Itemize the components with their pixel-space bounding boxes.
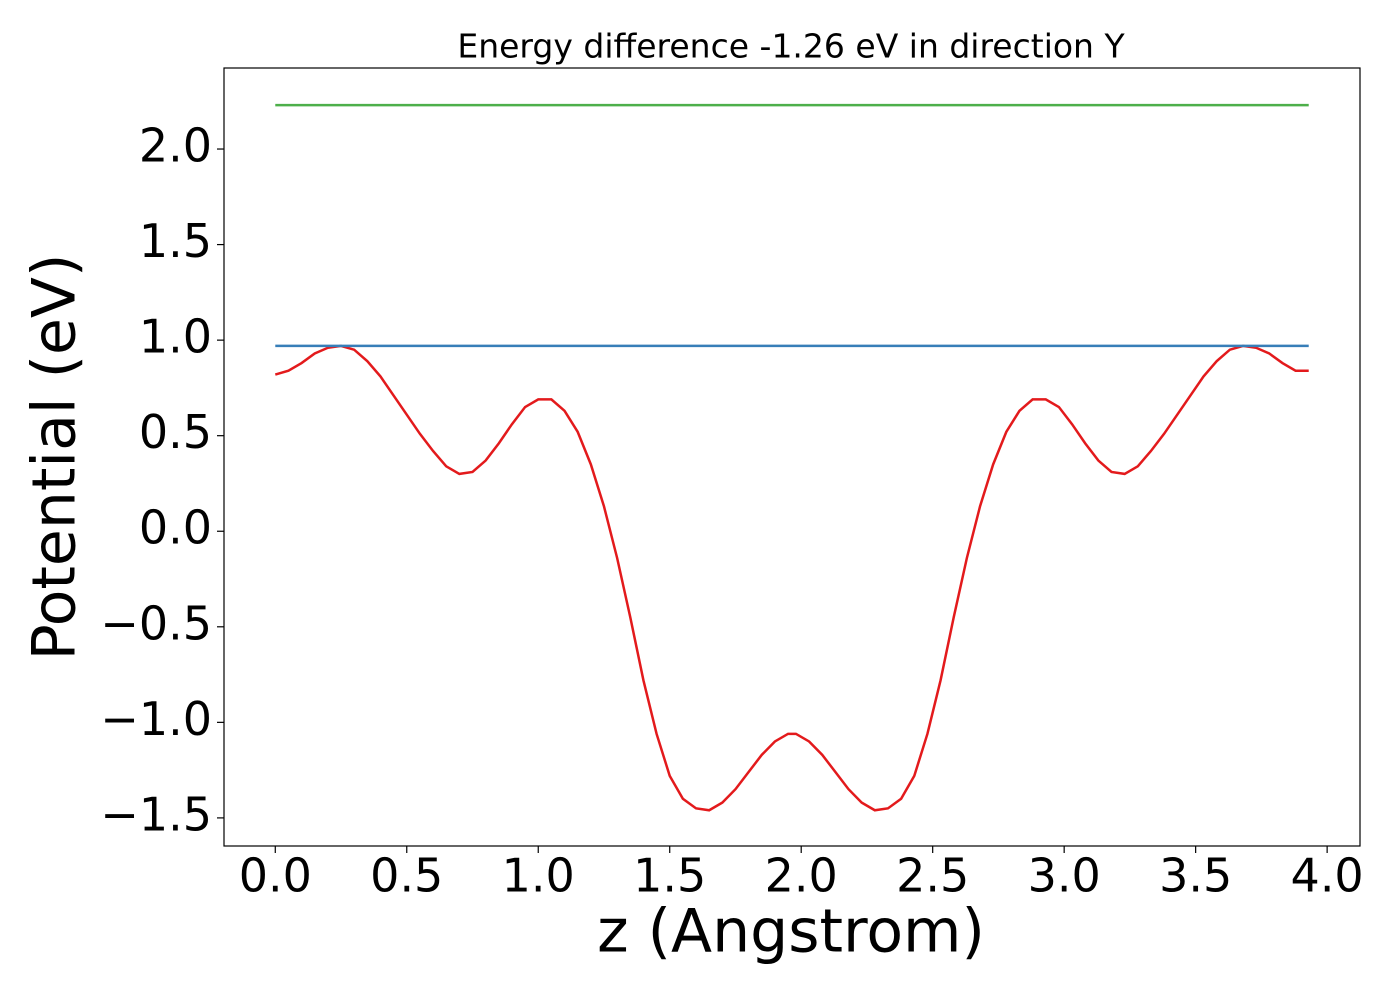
x-tick-label: 0.0 — [239, 849, 312, 903]
x-tick-label: 3.5 — [1159, 849, 1232, 903]
x-tick-label: 3.0 — [1028, 849, 1101, 903]
y-tick-label: 1.0 — [139, 310, 212, 364]
y-tick-label: −0.5 — [100, 596, 212, 650]
plot-frame — [223, 67, 1361, 847]
y-axis-label: Potential (eV) — [20, 254, 90, 661]
y-tick-label: 0.0 — [139, 501, 212, 555]
x-tick-label: 0.5 — [370, 849, 443, 903]
y-tick-label: −1.0 — [100, 692, 212, 746]
x-tick-label: 2.5 — [896, 849, 969, 903]
y-tick-label: −1.5 — [100, 787, 212, 841]
y-tick-label: 2.0 — [139, 119, 212, 173]
x-tick-label: 2.0 — [765, 849, 838, 903]
y-tick-label: 0.5 — [139, 405, 212, 459]
chart-title: Energy difference -1.26 eV in direction … — [457, 27, 1125, 66]
x-tick-label: 1.0 — [502, 849, 575, 903]
x-tick-label: 1.5 — [633, 849, 706, 903]
x-tick-label: 4.0 — [1291, 849, 1364, 903]
line-series — [274, 344, 1309, 812]
y-tick-label: 1.5 — [139, 214, 212, 268]
x-axis-label: z (Angstrom) — [597, 897, 985, 967]
